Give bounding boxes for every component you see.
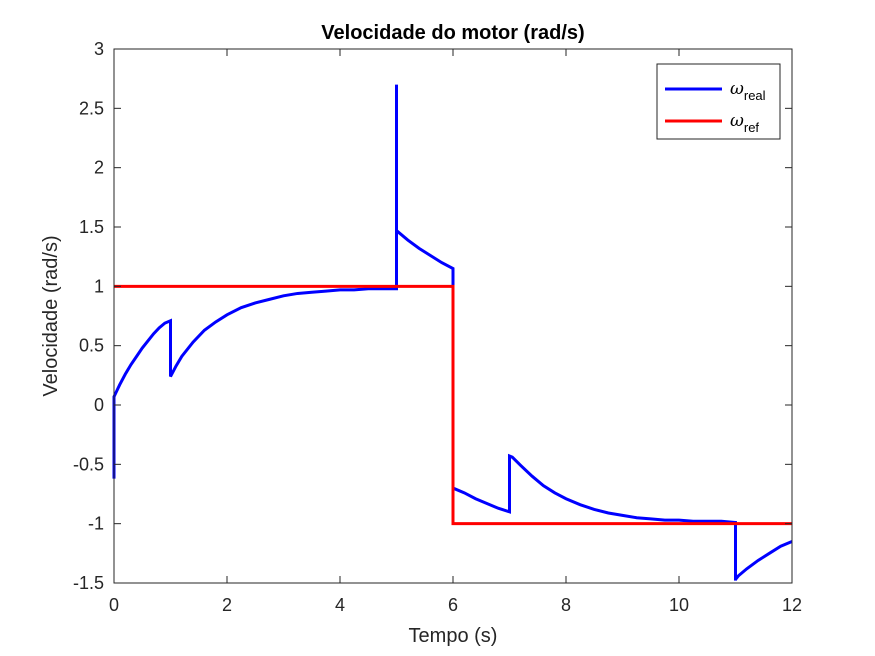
y-tick-label: 0 [94, 395, 104, 415]
y-axis-title: Velocidade (rad/s) [40, 235, 62, 396]
legend-box [656, 63, 781, 140]
legend: ωreal ωref [656, 63, 781, 140]
y-tick-label: 0.5 [79, 336, 104, 356]
x-tick-label: 6 [448, 595, 458, 615]
x-tick-label: 10 [669, 595, 689, 615]
series-line-ref [114, 284, 792, 526]
legend-label-omega-ref: ωref [730, 111, 759, 135]
series-line-real [112, 84, 793, 581]
x-tick-label: 12 [782, 595, 802, 615]
x-axis-title: Tempo (s) [409, 625, 498, 647]
x-tick-label: 4 [335, 595, 345, 615]
y-tick-label: 1 [94, 276, 104, 296]
y-tick-label: 2.5 [79, 98, 104, 118]
legend-label-omega-real: ωreal [730, 79, 766, 103]
y-tick-label: 1.5 [79, 217, 104, 237]
y-tick-label: 3 [94, 39, 104, 59]
chart-title: Velocidade do motor (rad/s) [321, 22, 584, 44]
y-tick-label: -1 [88, 514, 104, 534]
x-tick-label: 2 [222, 595, 232, 615]
x-tick-label: 8 [561, 595, 571, 615]
x-tick-label: 0 [109, 595, 119, 615]
axes-layer: 0 2 4 6 8 10 12 -1.5 -1 -0.5 0 0.5 1 1.5 2 2.5 3 [73, 39, 802, 615]
y-tick-label: 2 [94, 158, 104, 178]
y-tick-label: -0.5 [73, 454, 104, 474]
series-layer [112, 84, 793, 581]
y-tick-label: -1.5 [73, 573, 104, 593]
